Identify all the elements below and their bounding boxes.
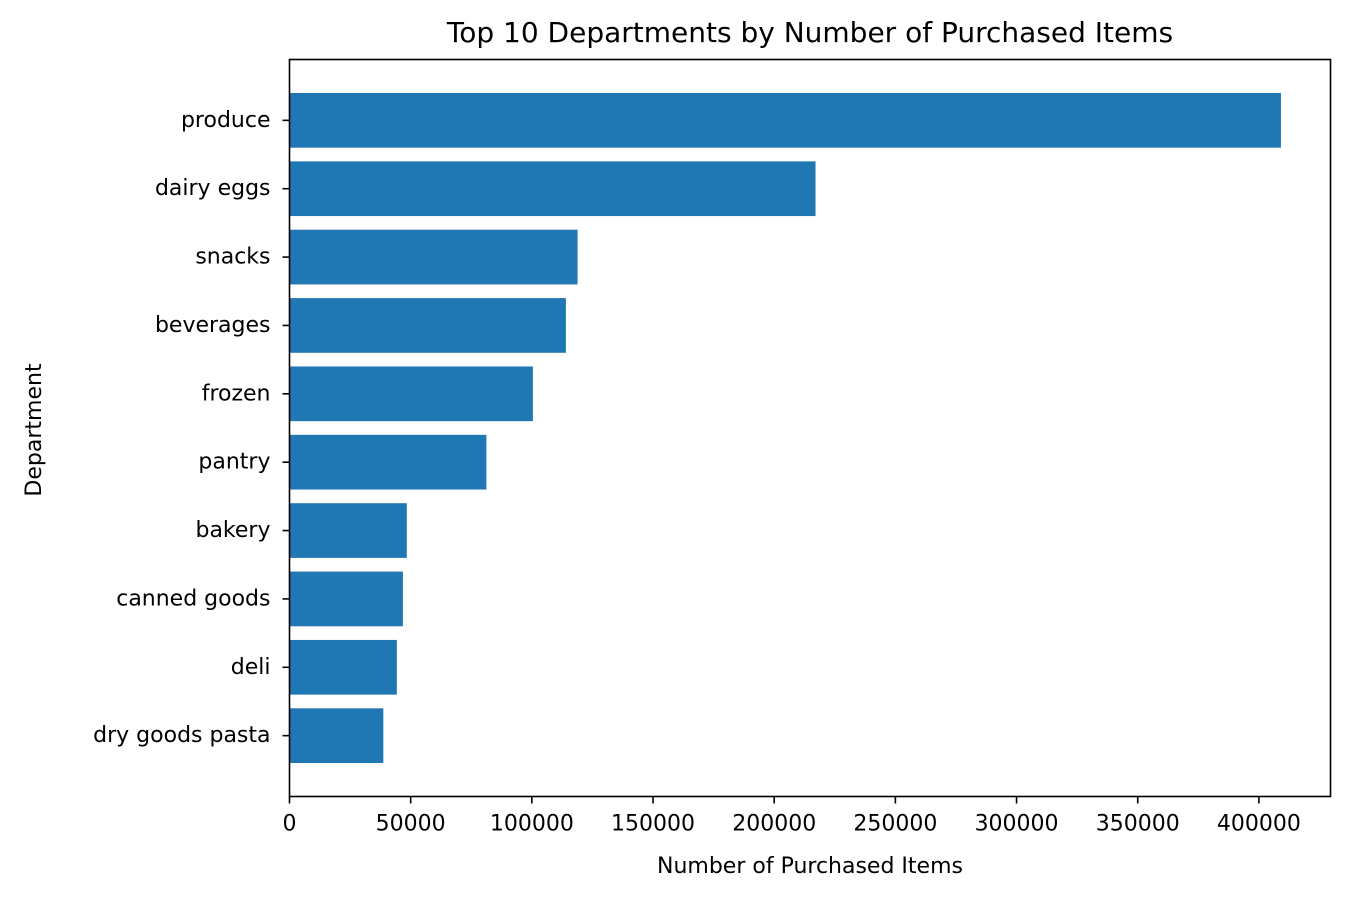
y-tick-label: canned goods (116, 586, 270, 611)
x-tick-label: 250000 (853, 812, 937, 837)
x-tick-label: 200000 (732, 812, 816, 837)
y-tick-label: frozen (202, 381, 271, 406)
bar-snacks (289, 229, 578, 285)
bar-produce (289, 93, 1281, 148)
x-tick-label: 150000 (611, 812, 695, 837)
bar-dry-goods-pasta (289, 708, 384, 763)
plot-area-frame (288, 58, 1332, 798)
chart-title: Top 10 Departments by Number of Purchase… (446, 16, 1173, 49)
y-tick-label: produce (181, 108, 271, 133)
x-axis-label: Number of Purchased Items (657, 854, 963, 879)
bar-frozen (289, 366, 533, 422)
x-tick-label: 0 (283, 812, 297, 837)
x-tick-label: 100000 (490, 812, 574, 837)
y-tick-label: bakery (195, 518, 270, 543)
y-axis-ticks: produce dairy eggs snacks beverages frozen pa… (93, 108, 290, 748)
y-tick-label: pantry (198, 450, 270, 475)
y-tick-label: snacks (195, 245, 270, 270)
bar-dairy-eggs (289, 161, 816, 217)
bar-canned-goods (289, 571, 403, 627)
x-tick-label: 300000 (975, 812, 1059, 837)
bars-group (289, 93, 1281, 763)
bar-bakery (289, 503, 407, 558)
y-tick-label: deli (231, 655, 271, 680)
y-tick-label: dairy eggs (155, 176, 271, 201)
x-tick-label: 50000 (376, 812, 446, 837)
x-tick-label: 400000 (1217, 812, 1301, 837)
bar-deli (289, 639, 397, 695)
x-tick-label: 350000 (1096, 812, 1180, 837)
y-tick-label: beverages (155, 313, 271, 338)
bar-pantry (289, 434, 487, 490)
x-axis-ticks: 0 50000 100000 150000 200000 250000 300000 3500… (283, 796, 1301, 837)
bar-beverages (289, 298, 566, 353)
y-tick-label: dry goods pasta (93, 723, 270, 748)
y-axis-label: Department (22, 363, 47, 497)
